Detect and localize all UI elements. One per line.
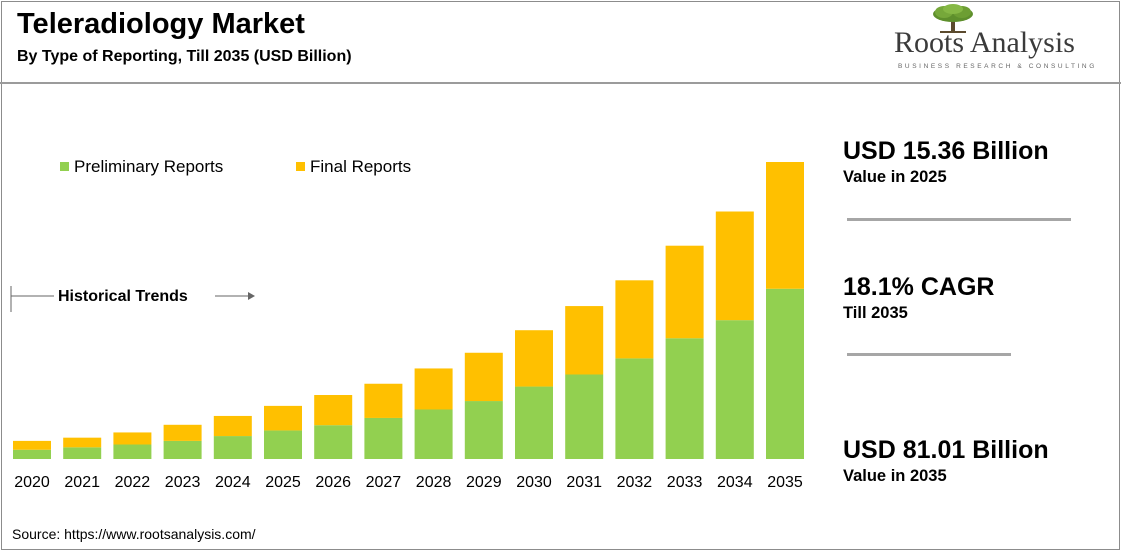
bar-final-2034 bbox=[715, 211, 754, 321]
kpi-separator bbox=[847, 353, 1011, 356]
header-divider bbox=[0, 82, 1121, 84]
historical-trends-label: Historical Trends bbox=[58, 288, 188, 305]
bar-group bbox=[13, 162, 804, 459]
bar-final-2020 bbox=[13, 440, 51, 450]
x-axis-ticks: 2020 2021 2022 2023 2024 2025 2026 2027 2028 2029… bbox=[14, 474, 803, 491]
bar-preliminary-2030 bbox=[515, 386, 553, 459]
x-tick-label: 2025 bbox=[265, 474, 301, 491]
bar-preliminary-2022 bbox=[113, 444, 152, 459]
x-tick-label: 2022 bbox=[115, 474, 151, 491]
kpi-cagr-main: 18.1% CAGR bbox=[843, 273, 995, 301]
source-note: Source: https://www.rootsanalysis.com/ bbox=[12, 526, 256, 542]
bar-preliminary-2032 bbox=[615, 358, 654, 459]
legend-label-preliminary: Preliminary Reports bbox=[74, 157, 224, 176]
bar-preliminary-2033 bbox=[665, 338, 704, 459]
bar-preliminary-2021 bbox=[63, 447, 102, 459]
kpi-cagr-sub: Till 2035 bbox=[843, 304, 908, 322]
x-tick-label: 2034 bbox=[717, 474, 753, 491]
bar-preliminary-2024 bbox=[213, 436, 252, 459]
bar-preliminary-2023 bbox=[163, 440, 202, 459]
bar-final-2032 bbox=[615, 280, 654, 359]
legend-label-final: Final Reports bbox=[310, 157, 412, 176]
bar-final-2031 bbox=[565, 306, 604, 375]
bar-chart: 2020 2021 2022 2023 2024 2025 2026 2027 2028 2029… bbox=[13, 162, 804, 491]
x-tick-label: 2026 bbox=[315, 474, 351, 491]
bar-final-2023 bbox=[163, 424, 202, 441]
x-tick-label: 2030 bbox=[516, 474, 552, 491]
bar-preliminary-2025 bbox=[264, 430, 302, 459]
chart-subtitle: By Type of Reporting, Till 2035 (USD Bil… bbox=[17, 48, 352, 65]
kpi-separator bbox=[847, 218, 1071, 221]
kpi-cagr: 18.1% CAGR Till 2035 bbox=[843, 273, 994, 323]
kpi-value-2025: USD 15.36 Billion Value in 2025 bbox=[843, 137, 1049, 187]
bar-preliminary-2027 bbox=[364, 417, 403, 459]
x-tick-label: 2033 bbox=[667, 474, 703, 491]
x-tick-label: 2020 bbox=[14, 474, 50, 491]
bar-final-2033 bbox=[665, 245, 704, 339]
bar-preliminary-2034 bbox=[715, 320, 754, 459]
bar-final-2028 bbox=[414, 368, 453, 410]
bar-preliminary-2028 bbox=[414, 409, 453, 459]
bar-final-2022 bbox=[113, 432, 152, 445]
bar-preliminary-2029 bbox=[464, 401, 503, 459]
kpi-value-2035: USD 81.01 Billion Value in 2035 bbox=[843, 436, 1049, 486]
bar-final-2026 bbox=[314, 395, 353, 426]
x-tick-label: 2024 bbox=[215, 474, 251, 491]
bar-preliminary-2020 bbox=[13, 449, 51, 459]
bar-preliminary-2035 bbox=[766, 288, 804, 459]
tree-icon bbox=[933, 4, 973, 33]
bar-final-2024 bbox=[213, 415, 252, 437]
logo-name: Roots Analysis bbox=[894, 26, 1075, 59]
bar-final-2029 bbox=[464, 352, 503, 402]
chart-title: Teleradiology Market bbox=[17, 8, 305, 40]
x-tick-label: 2029 bbox=[466, 474, 502, 491]
legend-item-final: Final Reports bbox=[296, 157, 411, 177]
bar-final-2030 bbox=[515, 330, 553, 387]
legend-swatch-final bbox=[296, 162, 305, 171]
kpi-value-2025-sub: Value in 2025 bbox=[843, 168, 947, 186]
legend-swatch-preliminary bbox=[60, 162, 69, 171]
header: Teleradiology Market By Type of Reportin… bbox=[0, 0, 1117, 79]
bar-final-2025 bbox=[264, 405, 302, 431]
x-tick-label: 2032 bbox=[617, 474, 653, 491]
kpi-value-2035-main: USD 81.01 Billion bbox=[843, 436, 1049, 464]
historical-trends-arrow bbox=[10, 286, 255, 312]
x-tick-label: 2023 bbox=[165, 474, 201, 491]
bar-preliminary-2026 bbox=[314, 425, 353, 459]
bar-final-2021 bbox=[63, 437, 102, 448]
x-tick-label: 2021 bbox=[64, 474, 100, 491]
historical-trends-annotation: Historical Trends bbox=[10, 286, 260, 314]
kpi-value-2025-main: USD 15.36 Billion bbox=[843, 137, 1049, 165]
x-tick-label: 2028 bbox=[416, 474, 452, 491]
bar-final-2027 bbox=[364, 383, 403, 418]
legend-item-preliminary: Preliminary Reports bbox=[60, 157, 223, 177]
bar-preliminary-2031 bbox=[565, 374, 604, 459]
x-tick-label: 2035 bbox=[767, 474, 803, 491]
bar-final-2035 bbox=[766, 162, 804, 289]
x-tick-label: 2027 bbox=[366, 474, 402, 491]
x-tick-label: 2031 bbox=[566, 474, 602, 491]
kpi-value-2035-sub: Value in 2035 bbox=[843, 467, 947, 485]
roots-analysis-logo: Roots Analysis BUSINESS RESEARCH & CONSU… bbox=[890, 4, 1100, 76]
logo-tagline: BUSINESS RESEARCH & CONSULTING bbox=[898, 63, 1097, 70]
